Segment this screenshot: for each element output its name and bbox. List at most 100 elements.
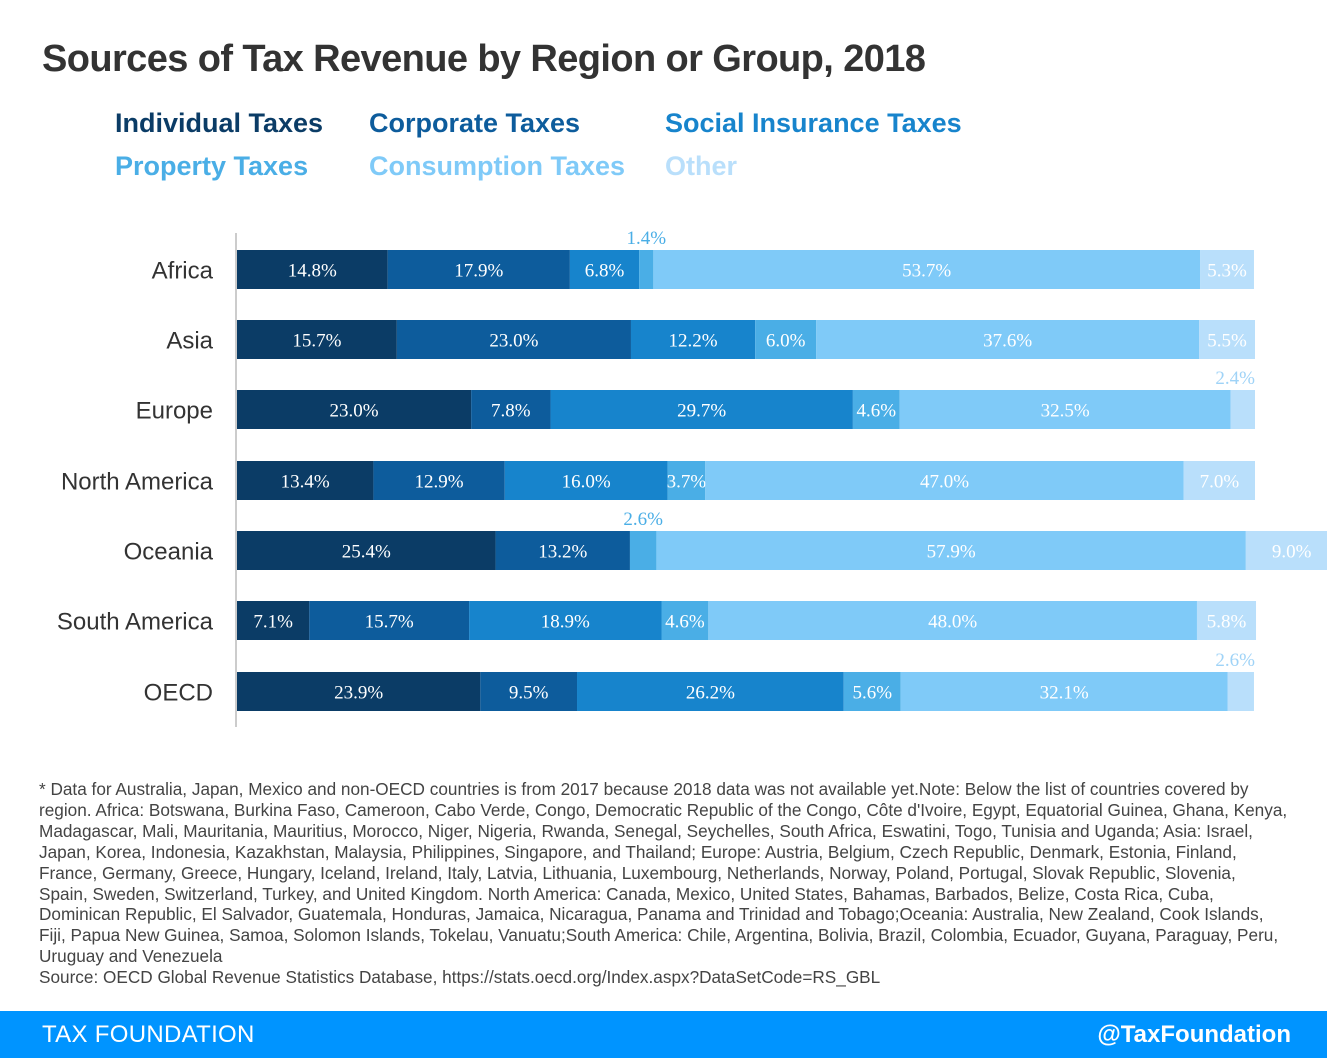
data-label-africa-consumption-taxes: 53.7% bbox=[902, 261, 951, 282]
footnote: * Data for Australia, Japan, Mexico and … bbox=[39, 779, 1289, 988]
data-label-europe-individual-taxes: 23.0% bbox=[330, 401, 379, 422]
legend-item-individual-taxes: Individual Taxes bbox=[115, 108, 324, 138]
bar-europe-other bbox=[1230, 390, 1255, 429]
data-label-north-america-individual-taxes: 13.4% bbox=[281, 472, 330, 493]
category-label-africa: Africa bbox=[152, 258, 214, 285]
data-label-oecd-social-insurance-taxes: 26.2% bbox=[686, 683, 735, 704]
legend-item-social-insurance-taxes: Social Insurance Taxes bbox=[665, 108, 962, 138]
data-label-oecd-property-taxes: 5.6% bbox=[852, 683, 892, 704]
data-label-europe-social-insurance-taxes: 29.7% bbox=[677, 401, 726, 422]
bar-oecd-property-taxes bbox=[843, 672, 901, 711]
bar-africa-other bbox=[1200, 250, 1254, 289]
bar-south-america-corporate-taxes bbox=[309, 601, 470, 640]
footer-bar: TAX FOUNDATION @TaxFoundation bbox=[0, 1011, 1327, 1058]
data-label-europe-consumption-taxes: 32.5% bbox=[1041, 401, 1090, 422]
bar-south-america-social-insurance-taxes bbox=[469, 601, 662, 640]
legend-item-other: Other bbox=[665, 151, 738, 181]
data-label-oceania-consumption-taxes: 57.9% bbox=[927, 542, 976, 563]
data-label-oecd-other: 2.6% bbox=[1215, 650, 1255, 671]
data-label-south-america-social-insurance-taxes: 18.9% bbox=[541, 612, 590, 633]
data-label-oceania-property-taxes: 2.6% bbox=[623, 509, 663, 530]
bar-south-america-consumption-taxes bbox=[708, 601, 1197, 640]
data-label-south-america-property-taxes: 4.6% bbox=[665, 612, 705, 633]
data-label-south-america-individual-taxes: 7.1% bbox=[253, 612, 293, 633]
bar-africa-corporate-taxes bbox=[387, 250, 570, 289]
footnote-source: Source: OECD Global Revenue Statistics D… bbox=[39, 967, 881, 988]
data-label-africa-other: 5.3% bbox=[1207, 261, 1247, 282]
data-label-asia-property-taxes: 6.0% bbox=[766, 331, 806, 352]
bar-north-america-other bbox=[1183, 461, 1255, 500]
bar-north-america-consumption-taxes bbox=[705, 461, 1184, 500]
data-label-europe-property-taxes: 4.6% bbox=[857, 401, 897, 422]
bar-asia-social-insurance-taxes bbox=[630, 320, 756, 359]
data-label-oceania-individual-taxes: 25.4% bbox=[342, 542, 391, 563]
bar-europe-property-taxes bbox=[852, 390, 900, 429]
bar-oceania-corporate-taxes bbox=[495, 531, 630, 570]
footer-handle: @TaxFoundation bbox=[1097, 1021, 1291, 1048]
bar-oceania-property-taxes bbox=[629, 531, 657, 570]
data-label-europe-corporate-taxes: 7.8% bbox=[491, 401, 531, 422]
bar-oceania-individual-taxes bbox=[237, 531, 496, 570]
bar-africa-property-taxes bbox=[639, 250, 654, 289]
bar-south-america-individual-taxes bbox=[237, 601, 310, 640]
data-label-north-america-consumption-taxes: 47.0% bbox=[920, 472, 969, 493]
data-label-oceania-other: 9.0% bbox=[1272, 542, 1312, 563]
bar-asia-consumption-taxes bbox=[816, 320, 1200, 359]
data-label-africa-social-insurance-taxes: 6.8% bbox=[585, 261, 625, 282]
category-label-europe: Europe bbox=[136, 398, 213, 425]
data-label-africa-property-taxes: 1.4% bbox=[626, 228, 666, 249]
data-label-africa-individual-taxes: 14.8% bbox=[288, 261, 337, 282]
bar-north-america-corporate-taxes bbox=[373, 461, 505, 500]
bar-asia-corporate-taxes bbox=[396, 320, 631, 359]
data-label-europe-other: 2.4% bbox=[1215, 368, 1255, 389]
data-label-oceania-corporate-taxes: 13.2% bbox=[538, 542, 587, 563]
bar-asia-individual-taxes bbox=[237, 320, 397, 359]
bar-africa-consumption-taxes bbox=[653, 250, 1201, 289]
data-label-north-america-other: 7.0% bbox=[1200, 472, 1240, 493]
bar-europe-social-insurance-taxes bbox=[550, 390, 853, 429]
category-label-south-america: South America bbox=[57, 609, 214, 636]
bar-oceania-other bbox=[1245, 531, 1327, 570]
legend-item-consumption-taxes: Consumption Taxes bbox=[369, 151, 626, 181]
data-label-asia-social-insurance-taxes: 12.2% bbox=[669, 331, 718, 352]
bar-oecd-individual-taxes bbox=[237, 672, 481, 711]
bar-oceania-consumption-taxes bbox=[656, 531, 1246, 570]
bar-oecd-social-insurance-taxes bbox=[577, 672, 844, 711]
data-label-north-america-property-taxes: 3.7% bbox=[667, 472, 707, 493]
bar-oecd-consumption-taxes bbox=[900, 672, 1228, 711]
bar-north-america-individual-taxes bbox=[237, 461, 374, 500]
bar-north-america-social-insurance-taxes bbox=[504, 461, 668, 500]
data-label-oecd-individual-taxes: 23.9% bbox=[334, 683, 383, 704]
bar-africa-social-insurance-taxes bbox=[569, 250, 640, 289]
data-label-north-america-corporate-taxes: 12.9% bbox=[415, 472, 464, 493]
data-label-africa-corporate-taxes: 17.9% bbox=[454, 261, 503, 282]
data-label-asia-corporate-taxes: 23.0% bbox=[489, 331, 538, 352]
category-label-oceania: Oceania bbox=[124, 539, 214, 566]
category-label-asia: Asia bbox=[166, 328, 213, 355]
legend-item-corporate-taxes: Corporate Taxes bbox=[369, 108, 581, 138]
category-label-oecd: OECD bbox=[144, 680, 213, 707]
bar-europe-individual-taxes bbox=[237, 390, 472, 429]
data-label-asia-other: 5.5% bbox=[1207, 331, 1247, 352]
bar-south-america-other bbox=[1196, 601, 1257, 640]
bar-south-america-property-taxes bbox=[661, 601, 709, 640]
bar-oecd-other bbox=[1227, 672, 1254, 711]
bar-oecd-corporate-taxes bbox=[480, 672, 578, 711]
footer-brand: TAX FOUNDATION bbox=[42, 1021, 255, 1048]
bar-europe-corporate-taxes bbox=[471, 390, 551, 429]
data-label-south-america-corporate-taxes: 15.7% bbox=[365, 612, 414, 633]
bar-asia-property-taxes bbox=[755, 320, 817, 359]
legend-item-property-taxes: Property Taxes bbox=[115, 151, 309, 181]
footnote-note: * Data for Australia, Japan, Mexico and … bbox=[39, 779, 1288, 967]
bar-europe-consumption-taxes bbox=[899, 390, 1231, 429]
data-label-oecd-consumption-taxes: 32.1% bbox=[1040, 683, 1089, 704]
data-label-south-america-other: 5.8% bbox=[1207, 612, 1247, 633]
stacked-bar-chart: Africa 14.8% 17.9% 6.8%1.4% 53.7% 5.3% Asia 15.… bbox=[57, 228, 1327, 727]
bar-africa-individual-taxes bbox=[237, 250, 388, 289]
data-label-south-america-consumption-taxes: 48.0% bbox=[928, 612, 977, 633]
data-label-asia-individual-taxes: 15.7% bbox=[292, 331, 341, 352]
data-label-oecd-corporate-taxes: 9.5% bbox=[509, 683, 549, 704]
chart-title: Sources of Tax Revenue by Region or Grou… bbox=[42, 38, 926, 80]
bar-north-america-property-taxes bbox=[667, 461, 706, 500]
bar-asia-other bbox=[1199, 320, 1255, 359]
